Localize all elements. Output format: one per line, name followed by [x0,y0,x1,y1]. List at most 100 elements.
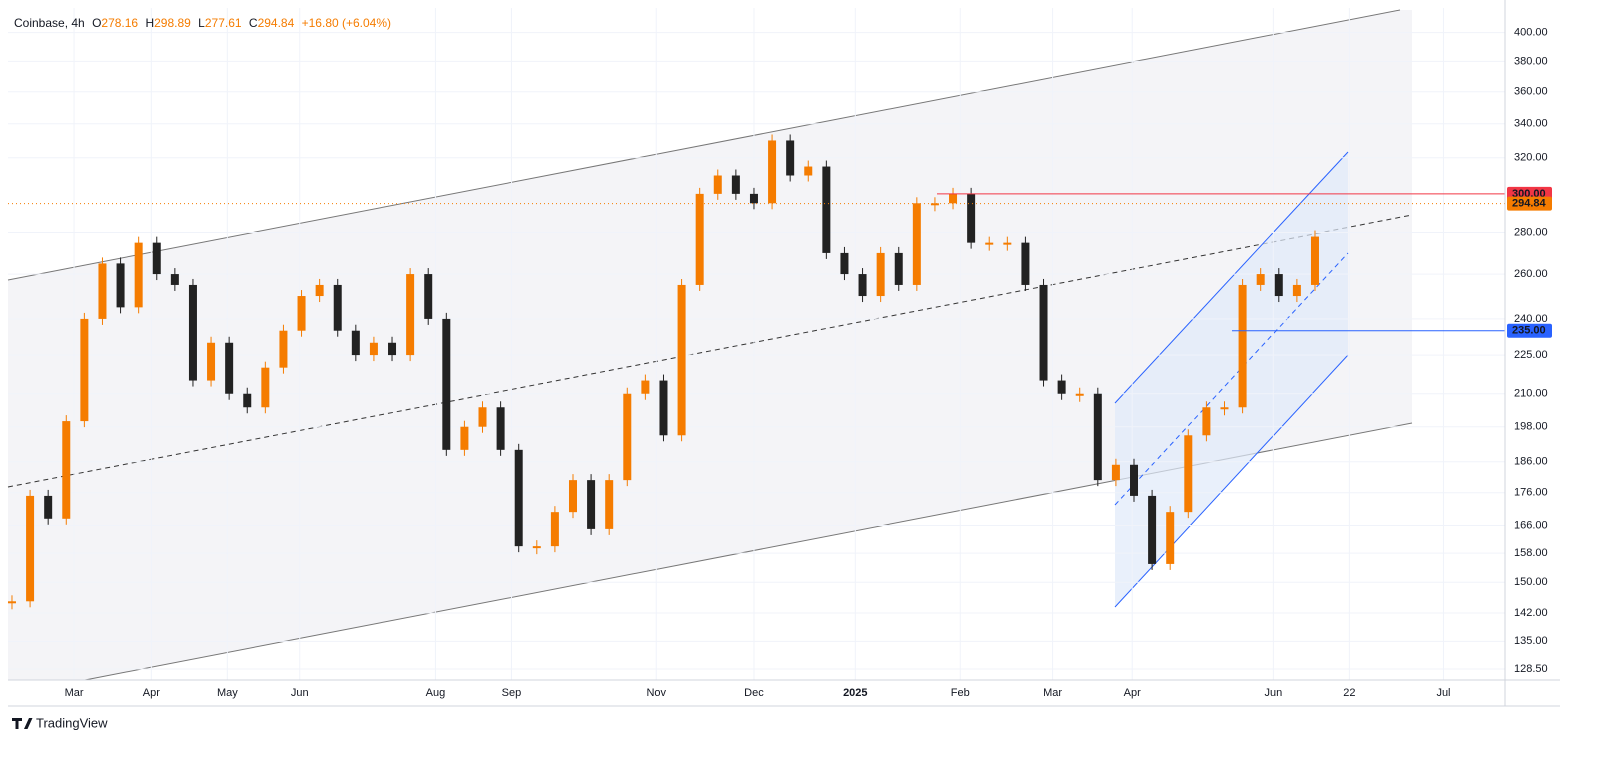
candle [1166,512,1175,564]
candle [315,284,324,297]
candle [930,203,939,206]
y-tick-label: 400.00 [1514,27,1548,39]
candle [949,193,958,204]
candle [243,393,252,408]
candle [442,318,451,450]
candle [967,193,976,243]
candle [478,407,487,427]
candle [786,140,795,176]
x-tick-label: Feb [951,687,970,699]
x-tick-label: Apr [143,687,160,699]
candle [804,166,813,176]
y-tick-label: 186.00 [1514,456,1548,468]
candle [1274,274,1283,297]
candle [98,263,107,319]
open: 278.16 [101,16,138,30]
x-tick-label: Nov [646,687,666,699]
field: O [92,16,101,30]
x-tick-label: Mar [1043,687,1062,699]
y-tick-label: 225.00 [1514,349,1548,361]
candle [731,175,740,194]
channel-fill [8,10,1412,680]
candle [858,274,867,297]
candle [80,318,89,422]
high: 298.89 [154,16,191,30]
channel-mid [7,214,1413,488]
candle [152,242,161,275]
candle [333,284,342,331]
x-tick-label: May [217,687,238,699]
candle [26,495,35,602]
y-tick-label: 340.00 [1514,118,1548,130]
close: 294.84 [258,16,295,30]
candle [677,284,686,436]
candle [840,252,849,275]
candle [406,274,415,356]
y-tick-label: 158.00 [1514,547,1548,559]
candle [1057,380,1066,394]
candle [1003,242,1012,245]
candle [1111,464,1120,481]
candle [261,367,270,408]
low: 277.61 [205,16,242,30]
candle [424,274,433,319]
legend-header: Coinbase, 4h O278.16 H298.89 L277.61 C29… [14,16,391,30]
level-tag [1507,323,1552,338]
candle [207,342,216,381]
candle [1310,236,1319,285]
candle [568,480,577,513]
y-tick-label: 176.00 [1514,487,1548,499]
candle [1238,284,1247,408]
x-tick-label: Aug [426,687,446,699]
candle [713,175,722,194]
candle [550,512,559,547]
y-tick-label: 210.00 [1514,388,1548,400]
y-tick-label: 128.50 [1514,663,1548,675]
y-tick-label: 260.00 [1514,268,1548,280]
x-tick-label: Jul [1436,687,1450,699]
level-label: 235.00 [1512,325,1546,337]
candle [44,495,53,519]
close-tag [1507,196,1552,211]
brand-logo [12,718,33,729]
candle [894,252,903,285]
candle [1130,464,1139,496]
y-tick-label: 166.00 [1514,519,1548,531]
candle [297,296,306,331]
candle [62,421,71,519]
x-tick-label: Dec [744,687,764,699]
candle [1292,284,1301,297]
field: L [198,16,205,30]
candle [351,330,360,356]
candle [532,546,541,549]
candle [1220,407,1229,410]
candle [768,140,777,204]
y-tick-label: 280.00 [1514,226,1548,238]
candle [1184,435,1193,513]
x-tick-label: Sep [502,687,522,699]
grid [8,8,1505,680]
candle [188,284,197,381]
candle [225,342,234,394]
candle [659,380,668,436]
field: C [249,16,258,30]
candle [1148,495,1157,564]
x-tick-label: Jun [1264,687,1282,699]
blue-channel-lower [1114,354,1349,608]
candle [876,252,885,297]
x-tick-label: Apr [1124,687,1141,699]
candle [134,242,143,308]
candle [1256,274,1265,285]
candle [1202,407,1211,436]
brand: TradingView [36,715,108,730]
y-tick-label: 380.00 [1514,55,1548,67]
symbol: Coinbase, 4h [14,16,85,30]
x-tick-label: Mar [65,687,84,699]
candle [279,330,288,368]
close-label: 294.84 [1512,198,1547,210]
candle [369,342,378,356]
y-tick-label: 198.00 [1514,421,1548,433]
candle [587,480,596,529]
candle [749,193,758,204]
